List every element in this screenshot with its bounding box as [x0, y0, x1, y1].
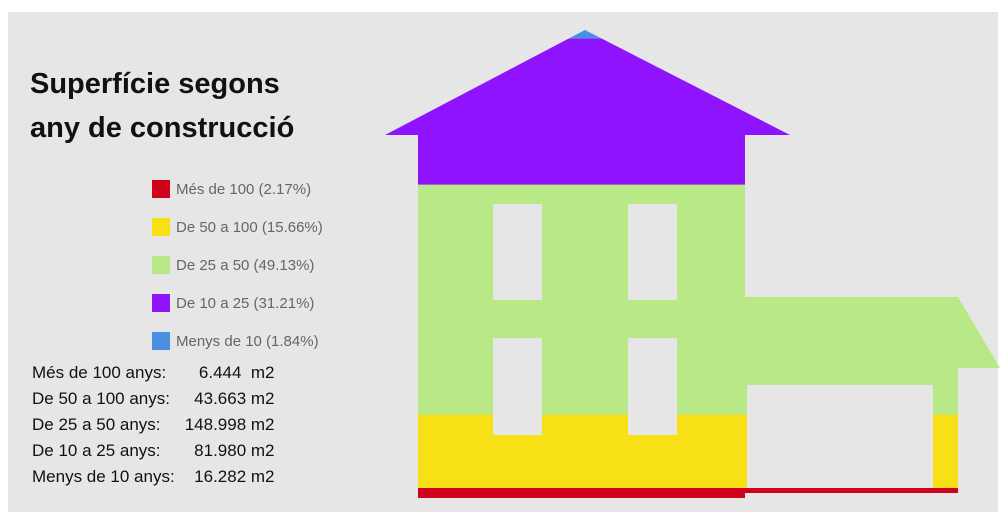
- window: [628, 204, 677, 300]
- row-value: 148.998 m2: [184, 415, 275, 434]
- legend-label: De 25 a 50 (49.13%): [176, 256, 315, 274]
- row-label: De 10 a 25 anys:: [32, 441, 161, 460]
- legend-label: De 10 a 25 (31.21%): [176, 294, 315, 312]
- legend-label: Menys de 10 (1.84%): [176, 332, 319, 350]
- legend: Més de 100 (2.17%) De 50 a 100 (15.66%) De…: [152, 170, 323, 360]
- legend-swatch: [152, 332, 170, 350]
- legend-swatch: [152, 218, 170, 236]
- window: [628, 338, 677, 435]
- legend-swatch: [152, 256, 170, 274]
- band: [385, 487, 1000, 498]
- legend-swatch: [152, 294, 170, 312]
- area-table: Més de 100 anys: 6.444 m2 De 50 a 100 anys…: [32, 360, 275, 490]
- row-value: 43.663 m2: [194, 389, 275, 408]
- legend-label: Més de 100 (2.17%): [176, 180, 312, 198]
- row-label: De 50 a 100 anys:: [32, 389, 170, 408]
- legend-item: Menys de 10 (1.84%): [152, 322, 323, 360]
- legend-swatch: [152, 180, 170, 198]
- row-label: De 25 a 50 anys:: [32, 415, 161, 434]
- legend-item: De 10 a 25 (31.21%): [152, 284, 323, 322]
- row-label: Menys de 10 anys:: [32, 467, 175, 486]
- legend-item: De 25 a 50 (49.13%): [152, 246, 323, 284]
- openings: [493, 204, 933, 488]
- row-value: 16.282 m2: [194, 467, 275, 486]
- row-value: 81.980 m2: [194, 441, 275, 460]
- garage-door: [747, 385, 933, 488]
- window: [493, 204, 542, 300]
- legend-item: De 50 a 100 (15.66%): [152, 208, 323, 246]
- band: [385, 30, 1000, 39]
- row-value: 6.444 m2: [198, 363, 275, 382]
- band: [385, 38, 1000, 185]
- band: [385, 184, 1000, 415]
- legend-item: Més de 100 (2.17%): [152, 170, 323, 208]
- window: [493, 338, 542, 435]
- chart-title: Superfície segons any de construcció: [30, 68, 295, 144]
- row-label: Més de 100 anys:: [32, 363, 167, 382]
- legend-label: De 50 a 100 (15.66%): [176, 218, 323, 236]
